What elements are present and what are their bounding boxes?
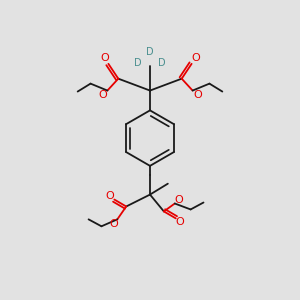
Text: D: D (146, 47, 154, 57)
Text: O: O (105, 190, 114, 201)
Text: D: D (134, 58, 142, 68)
Text: O: O (191, 53, 200, 63)
Text: O: O (175, 217, 184, 227)
Text: O: O (100, 53, 109, 63)
Text: D: D (158, 58, 166, 68)
Text: O: O (109, 219, 118, 229)
Text: O: O (193, 89, 202, 100)
Text: O: O (98, 89, 107, 100)
Text: O: O (174, 194, 183, 205)
